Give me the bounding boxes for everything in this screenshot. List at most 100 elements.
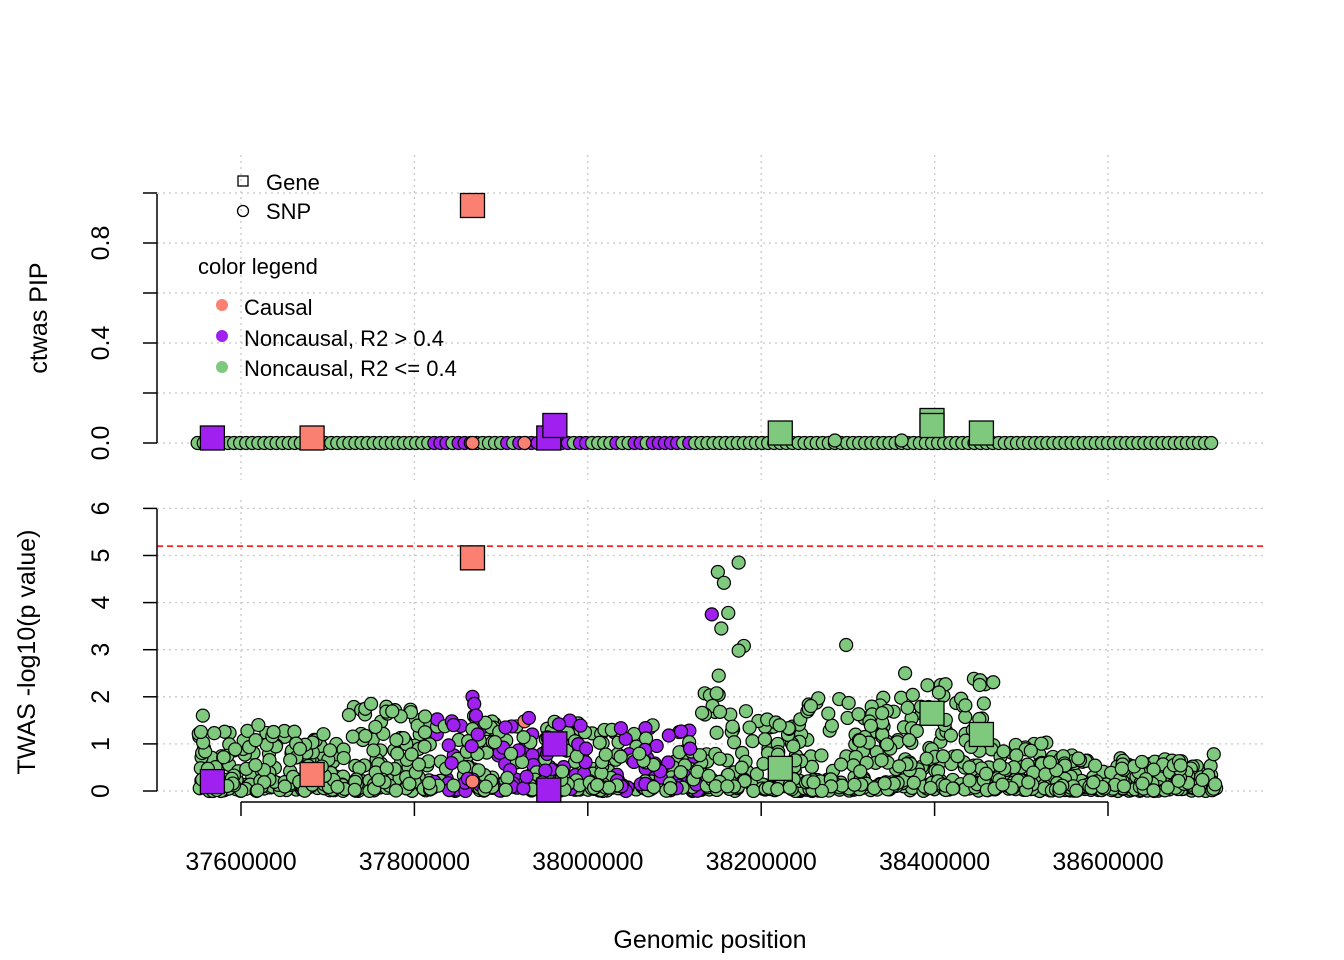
- twas-snp-point: [673, 765, 688, 780]
- pip-snp-cloud: [190, 435, 1219, 451]
- twas-snp-point: [851, 707, 866, 722]
- pip-marks: [199, 192, 995, 451]
- twas-snp-point: [500, 770, 515, 785]
- legend: Gene SNP color legend Causal Noncausal, …: [198, 170, 457, 381]
- twas-snp-point: [734, 760, 749, 775]
- twas-snp-point: [1023, 743, 1038, 758]
- twas-snp-point: [712, 751, 727, 766]
- twas-snp-point: [478, 715, 493, 730]
- twas-snp-point: [347, 782, 362, 797]
- twas-snp-point: [1146, 762, 1161, 777]
- twas-snp-point: [931, 685, 946, 700]
- twas-snp-point: [1034, 736, 1049, 751]
- twas-snp-point: [601, 780, 617, 795]
- twas-snp-point: [503, 746, 519, 761]
- twas-snp-point: [388, 783, 404, 798]
- twas-snp-point: [958, 698, 973, 713]
- twas-snp-point: [694, 705, 710, 720]
- twas-snp-point: [1052, 780, 1067, 796]
- pip-y-ticks: 0.0 0.4 0.8: [87, 192, 157, 460]
- twas-snp-point: [368, 719, 383, 735]
- twas-snp-point: [979, 766, 994, 781]
- twas-snp-point: [661, 755, 676, 770]
- twas-snp-point: [945, 781, 960, 796]
- twas-snp-noncausal-low: [898, 666, 913, 681]
- twas-gene-noncausal-high: [199, 768, 226, 795]
- twas-snp-point: [417, 709, 433, 724]
- twas-snp-point: [446, 778, 461, 793]
- twas-y-tick-label: 5: [87, 549, 115, 563]
- twas-snp-point: [573, 718, 588, 733]
- twas-snp-point: [824, 718, 839, 733]
- twas-snp-point: [592, 735, 607, 750]
- twas-snp-point: [330, 779, 345, 794]
- twas-snp-point: [709, 686, 724, 701]
- twas-snp-point: [417, 739, 432, 754]
- twas-snp-point: [712, 704, 728, 719]
- twas-snp-point: [498, 782, 513, 797]
- twas-gene-causal: [459, 545, 486, 571]
- legend-causal-dot-icon: [216, 299, 228, 311]
- twas-snp-point: [411, 757, 426, 772]
- twas-snp-point: [266, 724, 281, 740]
- twas-snp-noncausal-high: [468, 708, 484, 723]
- twas-snp-point: [962, 760, 977, 775]
- twas-snp-point: [905, 687, 920, 702]
- twas-snp-point: [958, 709, 973, 725]
- twas-snp-point: [316, 727, 331, 742]
- twas-snp-point: [590, 777, 605, 793]
- twas-snp-noncausal-high: [521, 710, 536, 726]
- twas-snp-point: [417, 725, 433, 740]
- twas-y-axis-label: TWAS -log10(p value): [13, 530, 41, 775]
- twas-snp-point: [992, 758, 1007, 773]
- twas-snp-point: [976, 696, 991, 711]
- legend-noncausal-high-dot-icon: [216, 330, 228, 342]
- twas-snp-point: [1086, 775, 1101, 790]
- twas-marks: [195, 545, 1221, 803]
- twas-snp-point: [345, 729, 360, 744]
- legend-gene-label: Gene: [266, 170, 320, 195]
- twas-snp-point: [248, 758, 263, 773]
- twas-snp-point: [692, 748, 708, 763]
- twas-y-tick-label: 3: [87, 643, 115, 657]
- twas-snp-point: [516, 730, 531, 745]
- twas-snp-point: [906, 775, 921, 790]
- twas-snp-point: [919, 751, 934, 766]
- twas-snp-noncausal-high: [467, 696, 482, 711]
- twas-snp-point: [673, 724, 689, 739]
- twas-snp-noncausal-low: [839, 637, 854, 653]
- pip-snp-point: [1204, 435, 1219, 451]
- twas-snp-point: [661, 728, 676, 743]
- twas-snp-noncausal-low: [1206, 747, 1221, 762]
- twas-snp-point: [1088, 758, 1103, 773]
- twas-snp-point: [193, 724, 208, 740]
- twas-snp-noncausal-low: [716, 575, 732, 590]
- pip-snp-causal: [465, 435, 480, 451]
- twas-snp-point: [404, 747, 419, 762]
- twas-snp-point: [909, 723, 924, 739]
- twas-snp-cloud: [191, 671, 1224, 799]
- twas-snp-point: [841, 695, 856, 711]
- twas-panel: 0 1 2 3 4 5 6 37600000 37800000 38000000 38200000…: [13, 500, 1263, 954]
- pip-snp-noncausal-low: [827, 433, 842, 448]
- twas-snp-point: [551, 717, 567, 732]
- twas-snp-noncausal-low: [714, 621, 729, 636]
- twas-snp-point: [444, 755, 459, 771]
- twas-snp-point: [879, 737, 895, 752]
- twas-snp-point: [287, 724, 302, 739]
- twas-snp-point: [248, 733, 263, 748]
- twas-snp-point: [875, 706, 890, 721]
- twas-snp-noncausal-low: [251, 717, 266, 733]
- twas-snp-point: [725, 719, 740, 734]
- twas-y-ticks: 0 1 2 3 4 5 6: [87, 501, 157, 798]
- twas-snp-point: [852, 733, 867, 748]
- twas-gene-noncausal-low: [767, 755, 793, 782]
- twas-snp-point: [341, 707, 357, 723]
- twas-snp-point: [1134, 754, 1150, 770]
- twas-snp-noncausal-low: [731, 555, 746, 570]
- pip-panel: 0.0 0.4 0.8 ctwas PIP Gene SNP color legen…: [25, 155, 1263, 480]
- twas-snp-point: [1071, 751, 1086, 766]
- twas-snp-point: [1146, 783, 1161, 798]
- twas-snp-point: [900, 700, 915, 715]
